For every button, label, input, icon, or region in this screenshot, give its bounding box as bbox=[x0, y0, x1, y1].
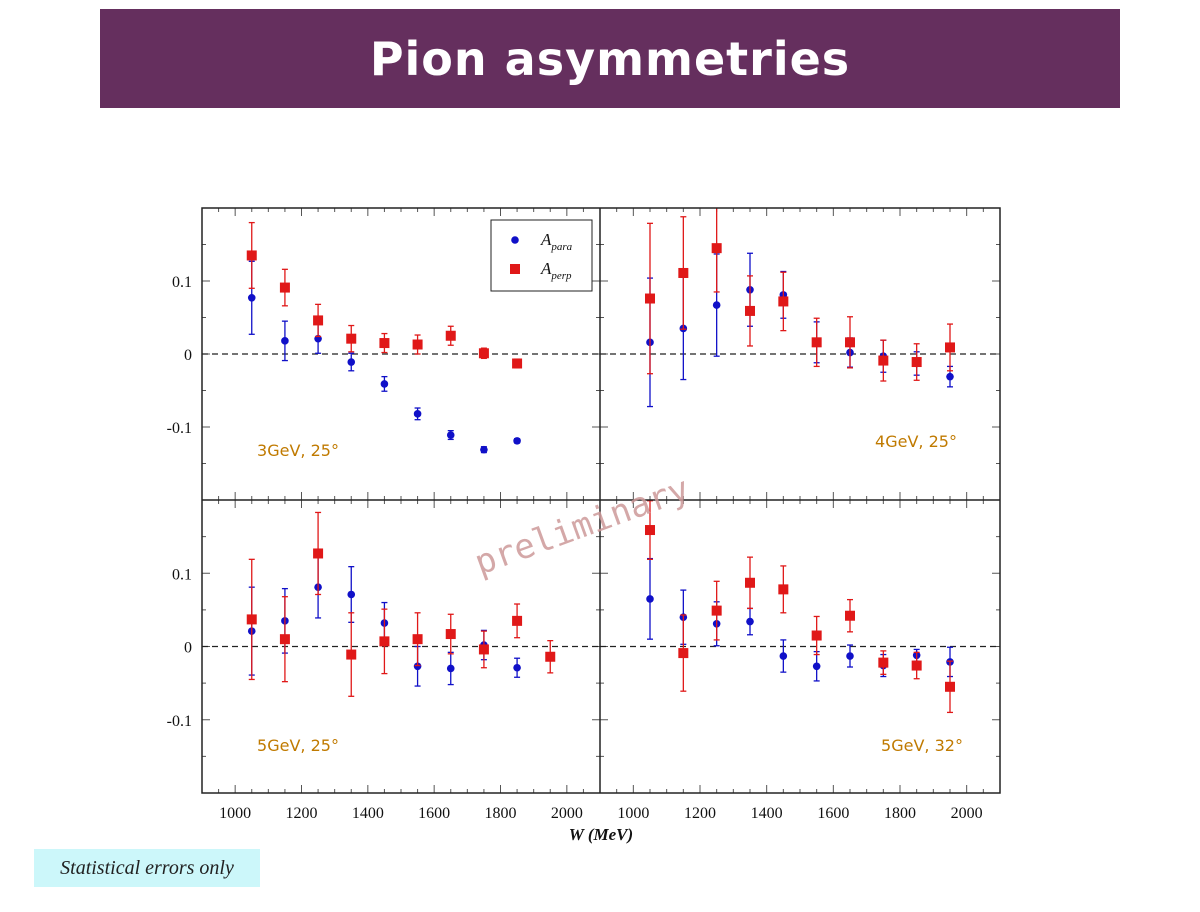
para-point bbox=[846, 652, 854, 660]
para-point bbox=[281, 337, 289, 345]
perp-point bbox=[878, 657, 889, 668]
perp-point bbox=[346, 333, 357, 344]
perp-point bbox=[845, 610, 855, 621]
perp-point bbox=[313, 315, 324, 326]
y-tick-label: -0.1 bbox=[167, 420, 192, 437]
x-tick-label: 2000 bbox=[951, 805, 983, 822]
legend: Apara Aperp bbox=[490, 219, 593, 292]
x-tick-label: 1600 bbox=[817, 805, 849, 822]
perp-point bbox=[246, 614, 257, 625]
perp-point bbox=[878, 355, 889, 366]
perp-point bbox=[945, 681, 955, 692]
perp-point bbox=[745, 577, 755, 588]
perp-point bbox=[478, 348, 489, 359]
perp-point bbox=[911, 660, 922, 671]
perp-point bbox=[445, 330, 456, 341]
perp-point bbox=[545, 651, 556, 662]
para-point bbox=[446, 431, 455, 439]
perp-point bbox=[778, 584, 789, 595]
para-point bbox=[347, 358, 356, 366]
x-tick-label: 1800 bbox=[884, 805, 916, 822]
x-tick-label: 1400 bbox=[751, 805, 783, 822]
perp-point bbox=[645, 293, 655, 304]
perp-point bbox=[279, 634, 290, 645]
y-tick-label: 0 bbox=[184, 640, 192, 657]
perp-point bbox=[711, 243, 722, 254]
perp-point bbox=[845, 337, 855, 348]
x-tick-label: 1600 bbox=[418, 805, 450, 822]
panel-4: 5GeV, 32° 1000 1200 1400 1600 1800 2000 bbox=[600, 499, 1000, 822]
panel-3: 5GeV, 25° 0.1 0 -0.1 1000 1200 1400 1600 1800 200… bbox=[167, 499, 600, 822]
x-tick-label: 1400 bbox=[352, 805, 384, 822]
page-title: Pion asymmetries bbox=[369, 31, 851, 86]
legend-label: Apara bbox=[540, 230, 573, 253]
x-tick-label: 1200 bbox=[286, 805, 318, 822]
panel-1: 3GeV, 25° 0.1 0 -0.1 bbox=[167, 207, 600, 501]
x-tick-label: 1000 bbox=[219, 805, 251, 822]
para-point bbox=[380, 380, 389, 388]
y-tick-label: 0 bbox=[184, 347, 192, 364]
perp-point bbox=[313, 548, 324, 559]
perp-point bbox=[645, 525, 655, 536]
para-point bbox=[779, 652, 788, 660]
preliminary-watermark: preliminary bbox=[469, 469, 694, 584]
title-bar: Pion asymmetries bbox=[100, 9, 1120, 108]
x-axis-label: W (MeV) bbox=[569, 825, 633, 844]
perp-point bbox=[478, 644, 489, 655]
perp-point bbox=[945, 342, 955, 353]
para-point bbox=[247, 293, 256, 302]
perp-point bbox=[379, 338, 390, 349]
perp-point bbox=[778, 296, 789, 307]
legend-perp-marker bbox=[510, 264, 520, 274]
para-point bbox=[746, 617, 754, 626]
para-point bbox=[646, 595, 654, 603]
x-tick-label: 1200 bbox=[684, 805, 716, 822]
perp-point bbox=[512, 358, 523, 369]
panel-label: 5GeV, 32° bbox=[881, 736, 963, 755]
para-point bbox=[480, 445, 488, 454]
panel-label: 3GeV, 25° bbox=[257, 441, 339, 460]
perp-point bbox=[412, 634, 423, 645]
para-point bbox=[812, 662, 821, 671]
legend-label: Aperp bbox=[540, 259, 572, 282]
para-point bbox=[513, 437, 521, 445]
perp-point bbox=[346, 649, 357, 660]
panel-2: 4GeV, 25° bbox=[600, 207, 1000, 501]
perp-point bbox=[678, 267, 689, 278]
perp-point bbox=[911, 357, 922, 368]
perp-point bbox=[379, 636, 390, 647]
para-point bbox=[413, 410, 422, 418]
y-tick-label: 0.1 bbox=[172, 566, 192, 583]
x-tick-label: 2000 bbox=[551, 805, 583, 822]
y-tick-label: 0.1 bbox=[172, 274, 192, 291]
perp-point bbox=[678, 648, 689, 659]
perp-point bbox=[811, 630, 822, 641]
para-point bbox=[413, 662, 422, 671]
perp-point bbox=[711, 605, 722, 616]
perp-point bbox=[512, 615, 523, 626]
x-tick-label: 1000 bbox=[617, 805, 649, 822]
y-tick-label: -0.1 bbox=[167, 713, 192, 730]
panel-label: 4GeV, 25° bbox=[875, 432, 957, 451]
legend-box bbox=[490, 219, 593, 292]
perp-point bbox=[811, 337, 822, 348]
para-point bbox=[712, 301, 721, 309]
statistical-errors-note: Statistical errors only bbox=[34, 849, 260, 887]
perp-point bbox=[246, 250, 257, 261]
panel-label: 5GeV, 25° bbox=[257, 736, 339, 755]
para-point bbox=[347, 590, 356, 599]
legend-para-marker bbox=[511, 236, 519, 244]
perp-point bbox=[279, 282, 290, 293]
x-tick-label: 1800 bbox=[485, 805, 517, 822]
perp-point bbox=[445, 629, 456, 640]
perp-point bbox=[745, 305, 755, 316]
para-point bbox=[946, 372, 954, 381]
para-point bbox=[446, 664, 455, 673]
para-point bbox=[513, 663, 521, 672]
perp-point bbox=[412, 339, 423, 350]
